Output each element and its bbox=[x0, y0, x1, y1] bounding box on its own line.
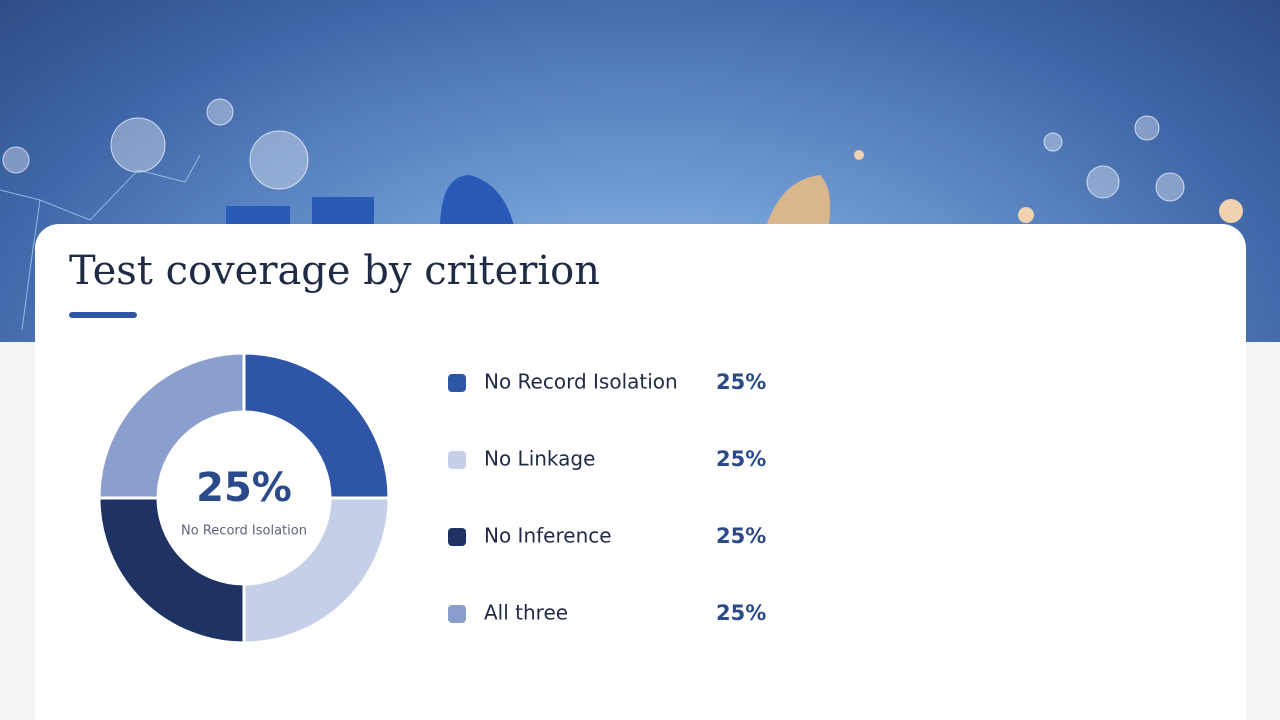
legend-swatch bbox=[448, 605, 466, 623]
donut-slice bbox=[242, 496, 391, 645]
legend-swatch bbox=[448, 374, 466, 392]
legend-label: All three bbox=[484, 601, 568, 625]
legend-label: No Record Isolation bbox=[484, 370, 678, 394]
legend-label: No Linkage bbox=[484, 447, 595, 471]
legend-value: 25% bbox=[716, 601, 766, 625]
legend-value: 25% bbox=[716, 524, 766, 548]
title-underline bbox=[69, 312, 137, 318]
chart-title: Test coverage by criterion bbox=[69, 248, 601, 294]
donut-slice bbox=[97, 496, 246, 645]
donut-slice bbox=[242, 351, 391, 500]
legend-label: No Inference bbox=[484, 524, 612, 548]
donut-slice bbox=[97, 351, 246, 500]
center-label: No Record Isolation bbox=[181, 524, 307, 539]
legend-value: 25% bbox=[716, 447, 766, 471]
center-value: 25% bbox=[196, 465, 292, 511]
legend-swatch bbox=[448, 451, 466, 469]
legend-swatch bbox=[448, 528, 466, 546]
legend-value: 25% bbox=[716, 370, 766, 394]
